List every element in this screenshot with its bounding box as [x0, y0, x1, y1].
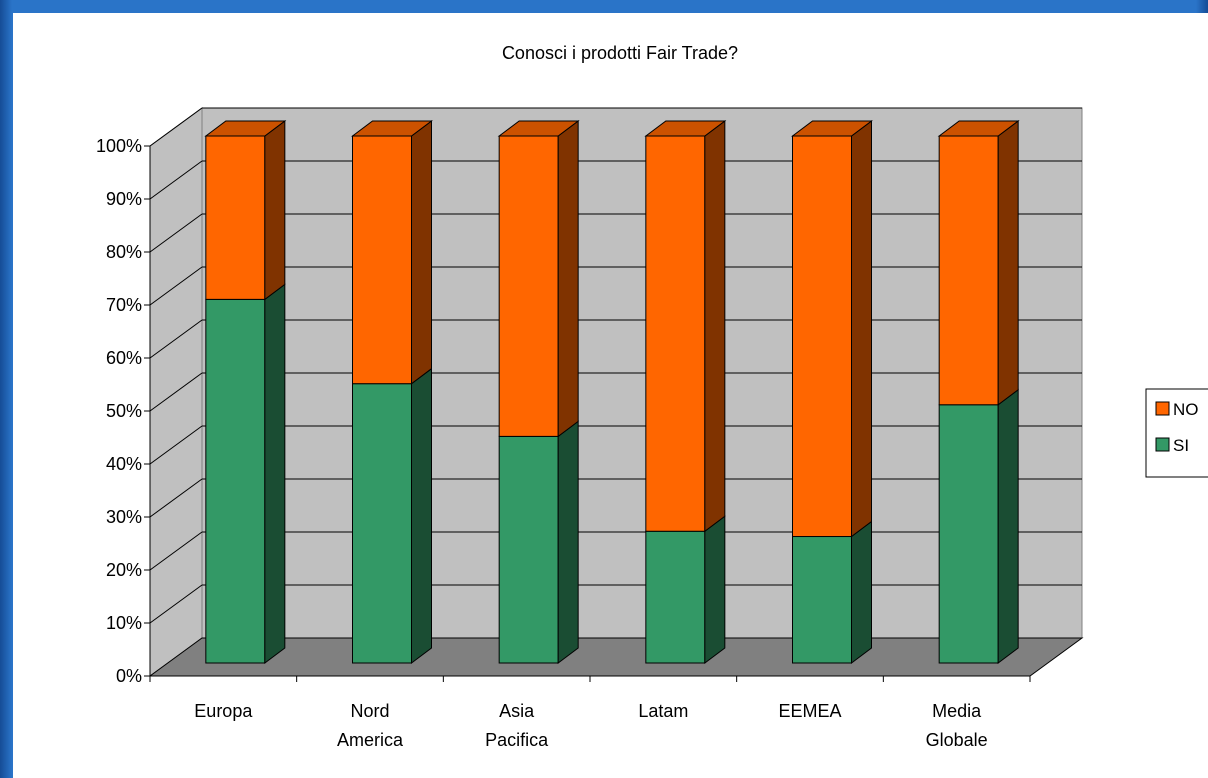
chart-bars [204, 120, 1020, 664]
bar-si [498, 420, 579, 664]
x-tick-label-line: Media [932, 701, 982, 721]
bar-front [498, 135, 559, 437]
y-tick-label: 70% [106, 295, 142, 315]
x-tick-label: Nord America [337, 701, 404, 750]
x-tick-label: Media Globale [926, 701, 988, 750]
bar-front [645, 135, 706, 532]
x-axis: Europa Nord America Asia Pacifica Latam EEMEA M… [149, 675, 1031, 750]
bar-side [704, 120, 726, 533]
legend-label: SI [1173, 436, 1189, 455]
x-tick-label-line: Globale [926, 730, 988, 750]
stacked-bar-chart: Conosci i prodotti Fair Trade? 0% 10% 20% 3… [96, 43, 1208, 750]
chart-gridlines [149, 107, 1082, 624]
gridline-side [149, 425, 203, 465]
x-tick-label-line: EEMEA [778, 701, 841, 721]
bar-si [938, 388, 1019, 664]
legend-label: NO [1173, 400, 1199, 419]
y-tick-label: 0% [116, 666, 142, 686]
bar-front [498, 435, 559, 664]
gridline-side [149, 319, 203, 359]
bar-front [352, 135, 412, 385]
y-tick-label: 30% [106, 507, 142, 527]
bar-no [791, 120, 873, 538]
bar-side [704, 515, 726, 664]
bar-front [645, 530, 706, 664]
y-tick-label: 40% [106, 454, 142, 474]
y-axis: 0% 10% 20% 30% 40% 50% 60% 70% 80% 90% 100% [96, 136, 151, 686]
bar-front [792, 135, 852, 538]
x-tick-label: Asia Pacifica [485, 701, 549, 750]
x-tick-label-line: Asia [499, 701, 535, 721]
y-tick-label: 100% [96, 136, 142, 156]
y-tick-label: 50% [106, 401, 142, 421]
bar-si [645, 515, 726, 664]
bar-no [937, 120, 1020, 406]
bar-si [205, 283, 286, 664]
bar-top [937, 120, 1020, 137]
x-tick-label: Latam [638, 701, 688, 721]
x-tick-label-line: America [337, 730, 404, 750]
bar-front [352, 383, 412, 664]
bar-top [351, 120, 433, 137]
gridline-side [149, 584, 203, 624]
bar-no [351, 120, 433, 385]
legend-swatch [1155, 437, 1170, 452]
bar-top [644, 120, 727, 137]
gridline-side [149, 107, 203, 147]
bar-top [204, 120, 287, 137]
gridline-side [149, 478, 203, 518]
bar-si [352, 367, 432, 664]
y-tick-label: 60% [106, 348, 142, 368]
x-tick-label-line: Nord [350, 701, 389, 721]
gridline-side [149, 531, 203, 571]
y-tick-label: 20% [106, 560, 142, 580]
bar-top [791, 120, 873, 137]
bar-side [851, 520, 872, 664]
x-tick-label: Europa [194, 701, 253, 721]
bar-front [938, 135, 999, 406]
x-tick-label-line: Latam [638, 701, 688, 721]
gridline-side [149, 372, 203, 412]
legend-swatch [1155, 401, 1170, 416]
y-tick-label: 90% [106, 189, 142, 209]
bar-side [557, 420, 579, 664]
bar-side [997, 120, 1019, 406]
bar-side [411, 367, 432, 664]
bar-front [205, 298, 266, 664]
x-tick-label-line: Pacifica [485, 730, 549, 750]
bar-side [264, 120, 286, 301]
chart-area: Conosci i prodotti Fair Trade? 0% 10% 20% 3… [13, 13, 1208, 778]
bar-front [938, 404, 999, 664]
bar-side [264, 283, 286, 664]
gridline-side [149, 160, 203, 200]
bar-si [792, 520, 872, 664]
bar-side [851, 120, 872, 538]
gridline-side [149, 213, 203, 253]
bar-no [204, 120, 287, 301]
bar-no [644, 120, 727, 533]
chart-legend: NO SI [1145, 388, 1208, 478]
chart-title: Conosci i prodotti Fair Trade? [502, 43, 738, 63]
bar-top [497, 120, 580, 137]
bar-no [497, 120, 580, 438]
bar-front [205, 135, 266, 300]
bar-side [997, 388, 1019, 664]
bar-side [411, 120, 432, 385]
bar-side [557, 120, 579, 438]
x-tick-label: EEMEA [778, 701, 841, 721]
y-tick-label: 10% [106, 613, 142, 633]
x-tick-label-line: Europa [194, 701, 253, 721]
bar-front [792, 536, 852, 664]
y-tick-label: 80% [106, 242, 142, 262]
gridline-side [149, 266, 203, 306]
